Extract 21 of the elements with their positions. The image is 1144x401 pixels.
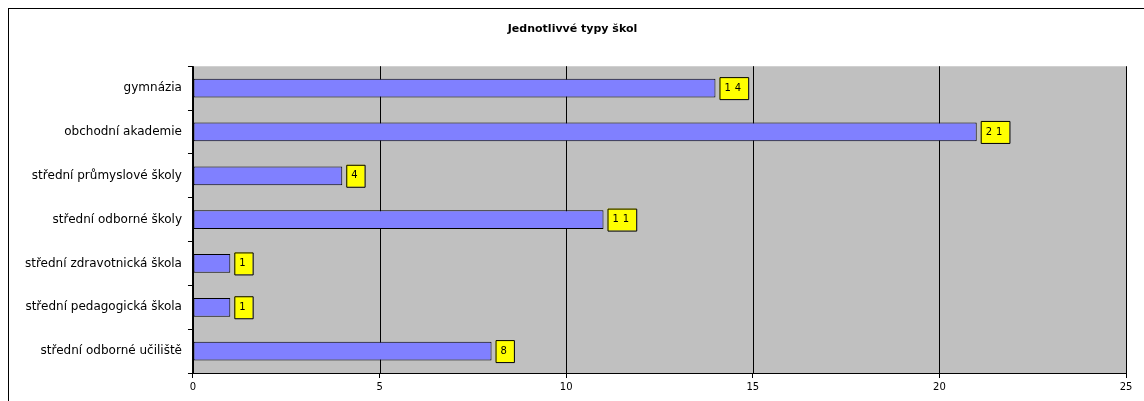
x-tick-label: 25 <box>1119 380 1133 392</box>
x-tick-label: 0 <box>189 380 197 392</box>
x-tick-label: 20 <box>933 380 946 392</box>
chart-title: Jednotlivvé typy škol <box>506 22 638 36</box>
y-tick-label: střední odborné učiliště <box>40 343 182 358</box>
data-label: 1 <box>239 300 250 312</box>
data-label: 8 <box>500 344 511 356</box>
x-tick-label: 10 <box>559 380 573 392</box>
y-tick-label: střední zdravotnická škola <box>24 255 182 270</box>
data-label: 4 <box>351 169 362 181</box>
x-tick-label: 5 <box>376 380 383 392</box>
y-tick-label: střední pedagogická škola <box>25 299 182 314</box>
data-label: 21 <box>985 125 1007 137</box>
x-tick-label: 15 <box>746 380 760 392</box>
y-tick-label: střední odborné školy <box>52 211 182 226</box>
data-label: 14 <box>724 81 746 93</box>
y-tick-label: gymnázia <box>123 80 182 95</box>
data-label: 11 <box>612 213 634 225</box>
y-tick-label: střední průmyslové školy <box>31 167 182 182</box>
y-tick-label: obchodní akademie <box>64 124 182 139</box>
data-label: 1 <box>239 257 250 269</box>
